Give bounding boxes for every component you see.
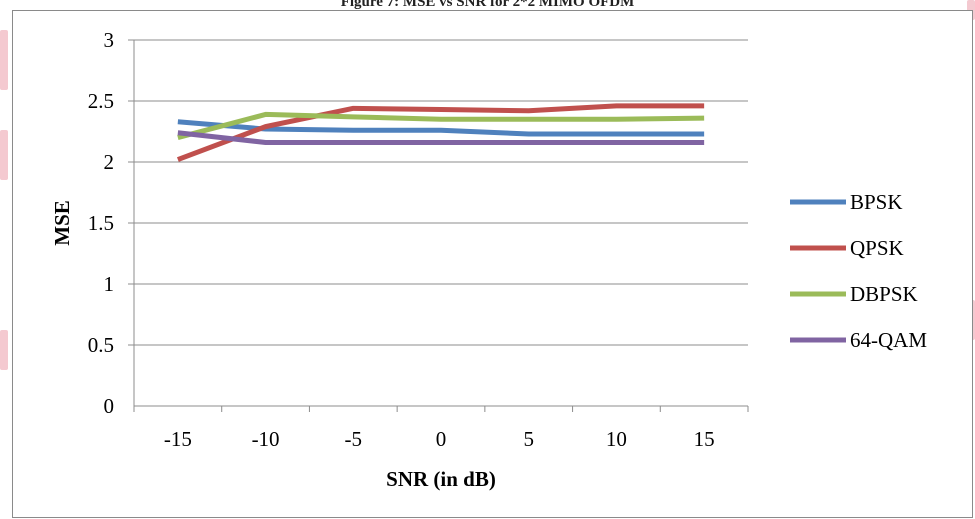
legend-label: QPSK: [850, 236, 904, 260]
x-tick-labels: -15 -10 -5 0 5 10 15: [164, 427, 715, 451]
x-tick-label: -5: [345, 427, 363, 451]
y-tick-label: 1.5: [88, 211, 114, 235]
y-axis-title: MSE: [50, 200, 74, 246]
series-line-dbpsk: [177, 111, 705, 141]
x-tick-label: 0: [436, 427, 447, 451]
legend-label: BPSK: [850, 190, 903, 214]
x-tick-label: -15: [164, 427, 192, 451]
x-tick-label: 5: [523, 427, 534, 451]
legend-label: 64-QAM: [850, 328, 927, 352]
legend-label: DBPSK: [850, 282, 918, 306]
y-tick-label: 1: [104, 272, 115, 296]
x-tick-label: 15: [694, 427, 715, 451]
x-axis-title: SNR (in dB): [386, 467, 496, 491]
y-tick-label: 0: [104, 394, 115, 418]
y-tick-label: 0.5: [88, 333, 114, 357]
y-tick-label: 3: [104, 28, 115, 52]
y-tick-labels: 0 0.5 1 1.5 2 2.5 3: [88, 28, 114, 418]
series-line-qpsk: [176, 103, 705, 162]
background-decoration-left: [0, 0, 12, 519]
chart-title: Figure 7: MSE vs SNR for 2*2 MIMO OFDM: [340, 0, 635, 10]
chart-frame: [12, 10, 973, 518]
series-line-64-qam: [177, 130, 705, 145]
legend: BPSK QPSK DBPSK 64-QAM: [790, 190, 927, 352]
y-tick-label: 2: [104, 150, 115, 174]
series-lines: [176, 103, 705, 162]
x-tick-label: -10: [252, 427, 280, 451]
axes: [128, 39, 749, 412]
x-tick-label: 10: [606, 427, 627, 451]
y-tick-label: 2.5: [88, 89, 114, 113]
gridlines: [134, 39, 748, 346]
